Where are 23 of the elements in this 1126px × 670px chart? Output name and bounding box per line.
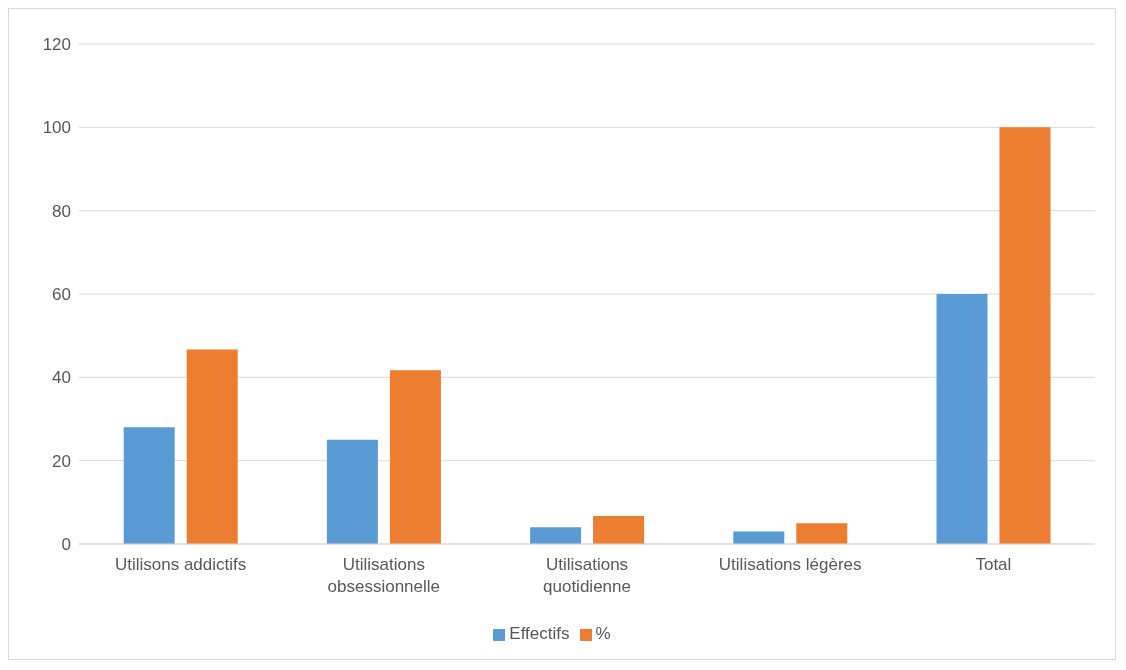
y-tick-label: 60 xyxy=(52,285,71,305)
bar xyxy=(796,523,848,544)
bar xyxy=(936,294,988,544)
y-tick-label: 80 xyxy=(52,201,71,221)
x-tick-label: Utilisons addictifs xyxy=(114,555,247,574)
legend-label: Effectifs xyxy=(509,624,570,643)
y-tick-label: 40 xyxy=(52,368,71,388)
bar xyxy=(186,349,238,544)
bar xyxy=(593,516,645,544)
x-tick-label: Utilisations quotidienne xyxy=(543,555,631,596)
bar xyxy=(123,427,175,544)
x-tick-label: Total xyxy=(975,555,1012,574)
y-tick-label: 100 xyxy=(42,118,71,138)
legend-label: % xyxy=(595,624,611,643)
bar xyxy=(530,527,582,544)
bar xyxy=(389,370,441,544)
x-tick-label: Utilisations légères xyxy=(718,555,862,574)
y-tick-label: 20 xyxy=(52,451,71,471)
y-tick-label: 120 xyxy=(42,35,71,55)
y-tick-label: 0 xyxy=(61,535,71,555)
x-tick-label: Utilisations obsessionnelle xyxy=(327,555,441,596)
bar xyxy=(999,127,1051,544)
bar xyxy=(326,439,378,544)
